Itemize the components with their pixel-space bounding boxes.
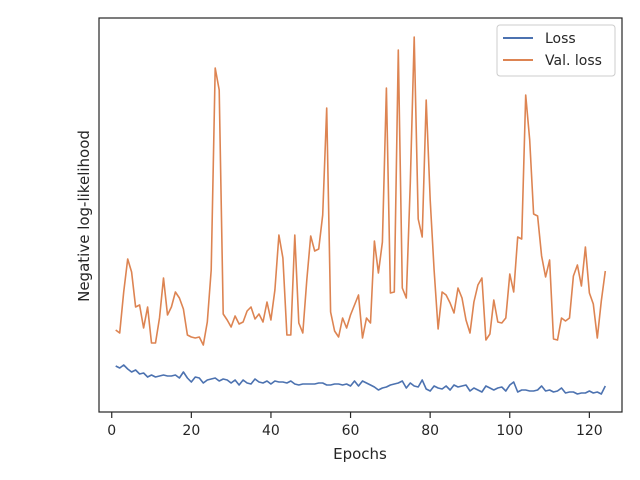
legend-label-loss: Loss bbox=[545, 31, 576, 47]
x-axis-label: Epochs bbox=[333, 445, 387, 463]
series-layer bbox=[115, 36, 607, 395]
series-line-val-loss bbox=[115, 36, 607, 346]
series-line-loss bbox=[115, 364, 607, 395]
legend: Loss Val. loss bbox=[496, 24, 616, 77]
x-tick-label: 100 bbox=[496, 423, 523, 439]
x-tick-label: 0 bbox=[107, 423, 116, 439]
x-ticks: 0 20 40 60 80 100 120 bbox=[107, 412, 603, 439]
x-tick-label: 80 bbox=[421, 423, 439, 439]
x-tick-label: 40 bbox=[262, 423, 280, 439]
x-tick-label: 120 bbox=[576, 423, 603, 439]
y-axis-label: Negative log-likelihood bbox=[75, 130, 93, 302]
plot-area bbox=[98, 17, 623, 413]
legend-label-val-loss: Val. loss bbox=[545, 53, 602, 69]
x-tick-label: 60 bbox=[342, 423, 360, 439]
x-tick-label: 20 bbox=[182, 423, 200, 439]
